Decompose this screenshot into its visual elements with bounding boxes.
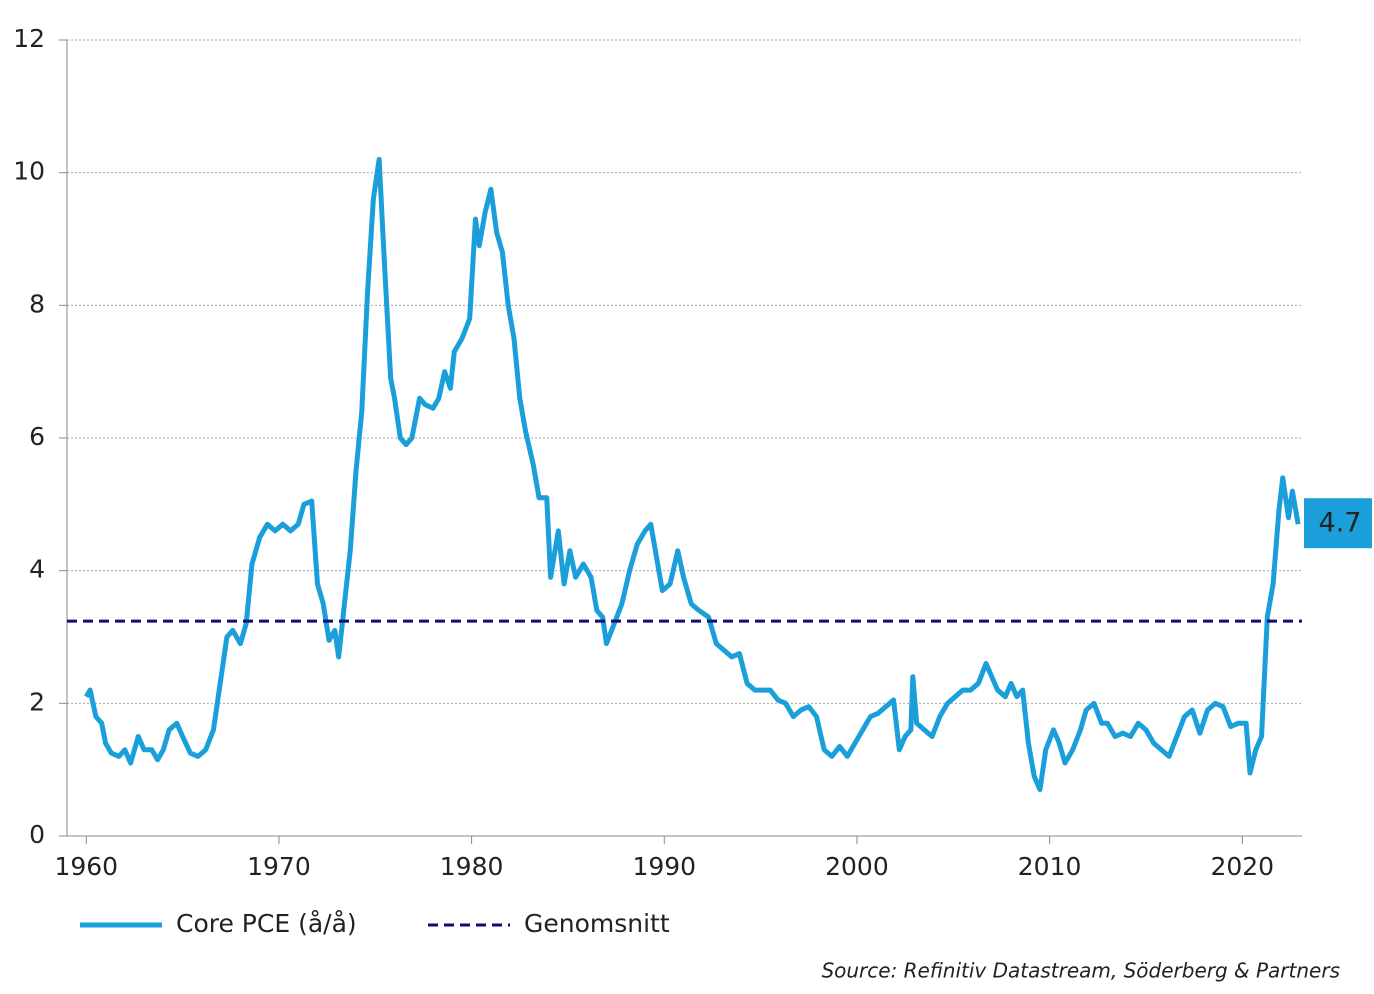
legend-label: Genomsnitt (524, 909, 670, 938)
x-tick-label: 1980 (440, 852, 504, 881)
y-tick-label: 10 (13, 157, 45, 186)
series-line (84, 156, 1301, 793)
end-label: 4.7 (1319, 508, 1362, 539)
source: Source: Refinitiv Datastream, Söderberg … (821, 959, 1340, 983)
x-tick-label: 1970 (247, 852, 311, 881)
x-tick-label: 2010 (1018, 852, 1082, 881)
y-tick-label: 2 (29, 687, 45, 716)
x-tick-label: 2000 (825, 852, 889, 881)
x-tick-label: 1960 (54, 852, 118, 881)
x-tick-label: 2020 (1210, 852, 1274, 881)
legend-label: Core PCE (å/å) (176, 909, 357, 938)
y-tick-label: 6 (29, 422, 45, 451)
x-tick-label: 1990 (632, 852, 696, 881)
y-tick-label: 4 (29, 555, 45, 584)
y-tick-label: 0 (29, 820, 45, 849)
y-tick-label: 8 (29, 289, 45, 318)
end-label-box (1304, 498, 1372, 549)
y-tick-label: 12 (13, 24, 45, 53)
